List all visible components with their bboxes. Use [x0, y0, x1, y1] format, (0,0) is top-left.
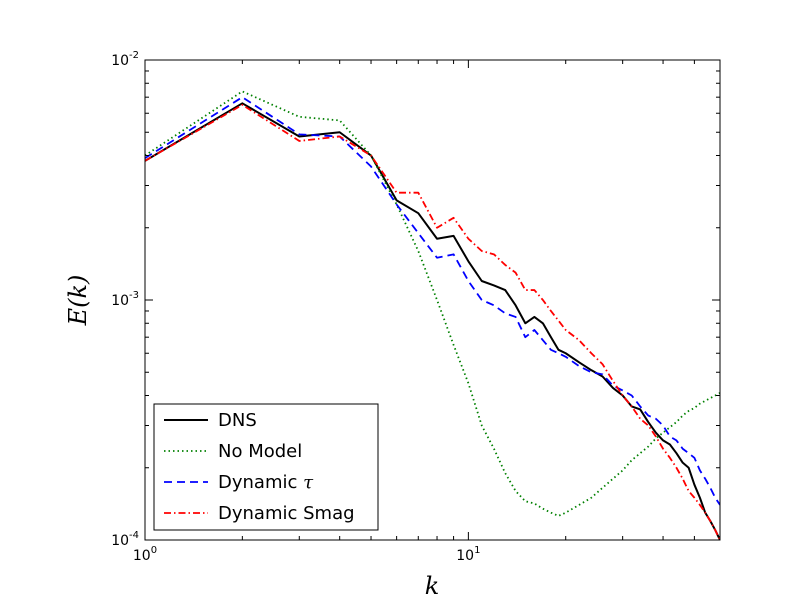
legend-label-dns: DNS [218, 410, 257, 431]
x-tick-label: 100 [133, 545, 157, 564]
series-line-dynamic-tau [145, 96, 720, 506]
legend-label-dynamic-smag: Dynamic Smag [218, 503, 355, 524]
legend-box [153, 403, 379, 531]
tick-layer: 100 101 10-4 10-3 10-2 [111, 50, 720, 564]
series-line-dns [145, 102, 720, 540]
y-axis-label: E(k) [64, 275, 92, 327]
legend: DNS No Model Dynamic τ Dynamic Smag [153, 403, 379, 531]
legend-label-dynamic-tau: Dynamic τ [218, 472, 314, 493]
legend-label-no-model: No Model [218, 441, 302, 462]
series-line-dynamic-smag [145, 104, 720, 540]
series-line-no-model [145, 90, 720, 517]
y-tick-label: 10-2 [111, 50, 139, 69]
x-tick-label: 101 [456, 545, 480, 564]
series-layer [145, 90, 720, 540]
x-axis-label: k [425, 572, 440, 600]
y-tick-label: 10-4 [111, 530, 139, 549]
y-tick-label: 10-3 [111, 290, 139, 309]
